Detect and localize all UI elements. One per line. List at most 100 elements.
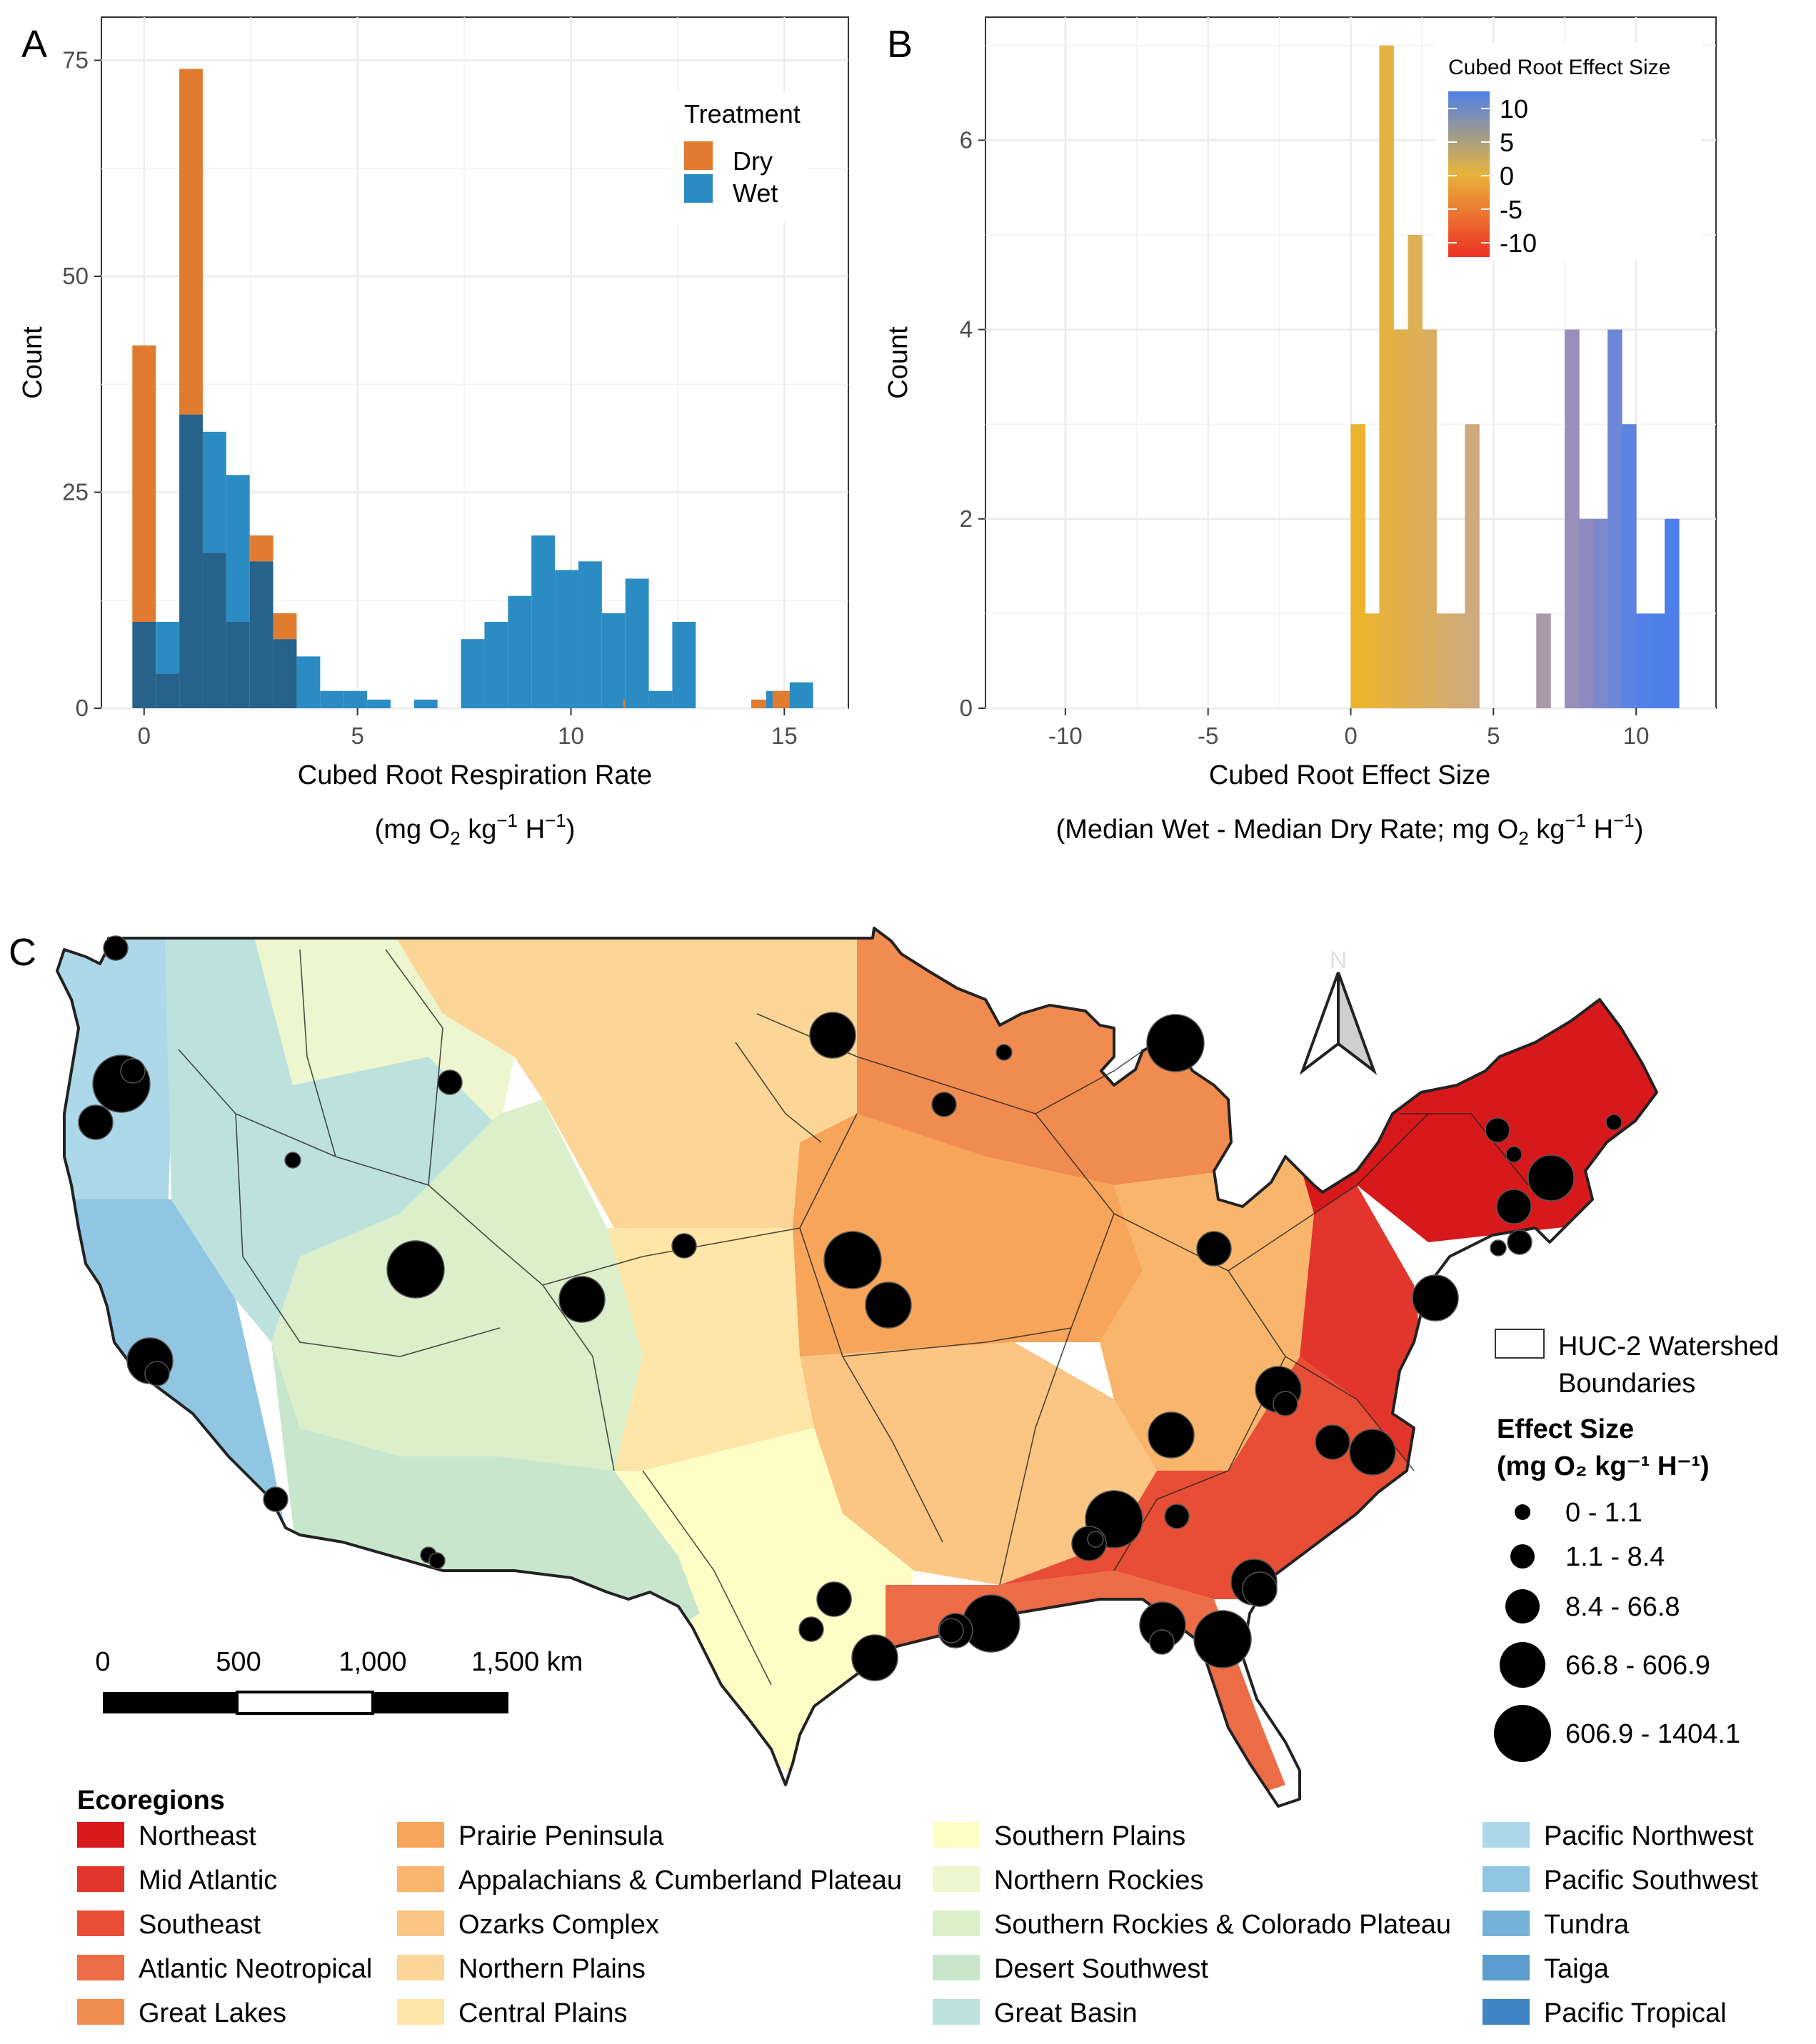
sampling-site [1193, 1610, 1252, 1668]
ecoregion-swatch [933, 1866, 980, 1892]
sampling-site [437, 1069, 463, 1095]
effect-size-dot-3 [1505, 1589, 1540, 1623]
sampling-site [851, 1634, 898, 1681]
panel-a-tick-label-y: 0 [76, 695, 89, 721]
bar-effect-size [1365, 613, 1380, 708]
panel-a-tick-label-x: 5 [351, 723, 363, 749]
bar-dry [179, 69, 203, 415]
ecoregion-label: Northeast [139, 1821, 256, 1851]
panel-b-ylabel: Count [883, 326, 913, 399]
sampling-site [1149, 1629, 1175, 1655]
ecoregion-label: Ozarks Complex [458, 1910, 659, 1940]
bar-wet [789, 682, 813, 708]
sampling-site [938, 1618, 964, 1643]
colorbar-label-10: 10 [1500, 94, 1528, 124]
bar-effect-size [1665, 518, 1680, 708]
bar-wet [625, 578, 649, 708]
bar-effect-size [1450, 613, 1465, 708]
panel-a-letter: A [21, 23, 47, 66]
bar-wet [531, 535, 556, 708]
bar-effect-size [1350, 424, 1365, 708]
ecoregion-swatch [933, 1999, 980, 2025]
panel-b-histogram: -10 -5 0 5 10 0 2 4 6 Count Cubed Root Effect Si… [883, 16, 1717, 849]
ecoregion-swatch [933, 1910, 980, 1936]
bar-effect-size [1650, 613, 1665, 708]
panel-b-tick-label-x: 0 [1344, 723, 1357, 749]
ecoregion-swatch [397, 1955, 444, 1980]
bar-dry [273, 613, 297, 640]
bar-effect-size [1422, 329, 1437, 708]
ecoregion-label: Southern Rockies & Colorado Plateau [994, 1910, 1451, 1940]
bar-overlap [156, 673, 180, 708]
sampling-site [263, 1486, 289, 1512]
sampling-site [386, 1240, 445, 1299]
colorbar-label-neg5: -5 [1500, 195, 1522, 224]
ecoregion-swatch [397, 1822, 444, 1848]
sampling-site [144, 1361, 170, 1386]
bar-wet [484, 622, 508, 708]
ecoregion-swatch [1483, 1866, 1530, 1892]
bar-overlap [226, 622, 250, 708]
sampling-site [78, 1104, 114, 1140]
ecoregion-swatch [933, 1955, 980, 1980]
bar-overlap [132, 622, 156, 708]
bar-effect-size [1408, 234, 1423, 708]
colorbar-label-0: 0 [1500, 161, 1514, 191]
panel-b-ticks: -10 -5 0 5 10 0 2 4 6 [960, 126, 1650, 749]
colorbar-label-neg10: -10 [1500, 228, 1537, 258]
sampling-site [671, 1233, 697, 1259]
panel-a-histogram: 0 5 10 15 0 25 50 75 Count Cubed Root Respirati… [18, 16, 849, 849]
panel-a-legend: Treatment Dry Wet [674, 93, 807, 223]
ecoregion-swatch [397, 1999, 444, 2025]
sampling-site [798, 1616, 824, 1642]
panel-b-colorbar [1448, 91, 1490, 257]
effect-class-4: 66.8 - 606.9 [1565, 1651, 1710, 1681]
effect-size-title: Effect Size [1497, 1414, 1634, 1444]
sampling-site [558, 1276, 606, 1323]
bar-effect-size [1565, 329, 1580, 708]
scale-label-0: 0 [95, 1647, 110, 1677]
panel-b-letter: B [887, 23, 913, 66]
bar-wet [296, 656, 321, 708]
sampling-site [1148, 1411, 1195, 1459]
bar-overlap [202, 553, 226, 708]
ecoregion-label: Pacific Northwest [1544, 1821, 1754, 1851]
bar-dry [249, 535, 274, 562]
ecoregion-label: Atlantic Neotropical [139, 1954, 372, 1984]
scale-bar: 0 500 1,000 1,500 km [95, 1647, 583, 1715]
bar-effect-size [1607, 329, 1622, 708]
sampling-site [1087, 1531, 1104, 1548]
panel-a-ylabel: Count [18, 326, 48, 399]
bar-effect-size [1436, 613, 1451, 708]
bar-wet [578, 561, 602, 708]
bar-effect-size [1636, 613, 1651, 708]
panel-b-bars [1350, 45, 1680, 708]
legend-swatch-wet [684, 174, 713, 203]
sampling-site [1605, 1114, 1622, 1131]
bar-wet [343, 690, 368, 708]
ecoregion-swatch [1483, 1910, 1530, 1936]
sampling-site [931, 1092, 957, 1117]
ecoregion-label: Northern Rockies [994, 1866, 1204, 1896]
ecoregion-swatch [77, 1910, 124, 1936]
huc2-legend-line1: HUC-2 Watershed [1558, 1331, 1779, 1361]
sampling-site [1412, 1274, 1459, 1321]
sampling-site [1505, 1146, 1522, 1163]
bar-wet [226, 475, 250, 622]
sampling-site [1349, 1429, 1396, 1476]
panel-b-xlabel: Cubed Root Effect Size [1209, 760, 1490, 790]
scale-label-1500: 1,500 km [471, 1647, 583, 1677]
sampling-site [1507, 1229, 1532, 1255]
scale-label-500: 500 [216, 1647, 261, 1677]
region-great-basin [164, 928, 500, 1342]
bar-overlap [273, 639, 297, 708]
effect-size-dot-4 [1500, 1642, 1545, 1688]
panel-a-tick-label-y: 75 [62, 47, 89, 74]
effect-class-3: 8.4 - 66.8 [1565, 1592, 1680, 1622]
panel-a-xlabel-units: (mg O2 kg−1 H−1) [375, 810, 576, 849]
ecoregion-swatch [397, 1866, 444, 1892]
panel-b-tick-label-y: 6 [960, 126, 973, 153]
panel-b-legend-title: Cubed Root Effect Size [1448, 56, 1670, 79]
sampling-site [1527, 1154, 1575, 1202]
bar-wet [156, 622, 180, 674]
